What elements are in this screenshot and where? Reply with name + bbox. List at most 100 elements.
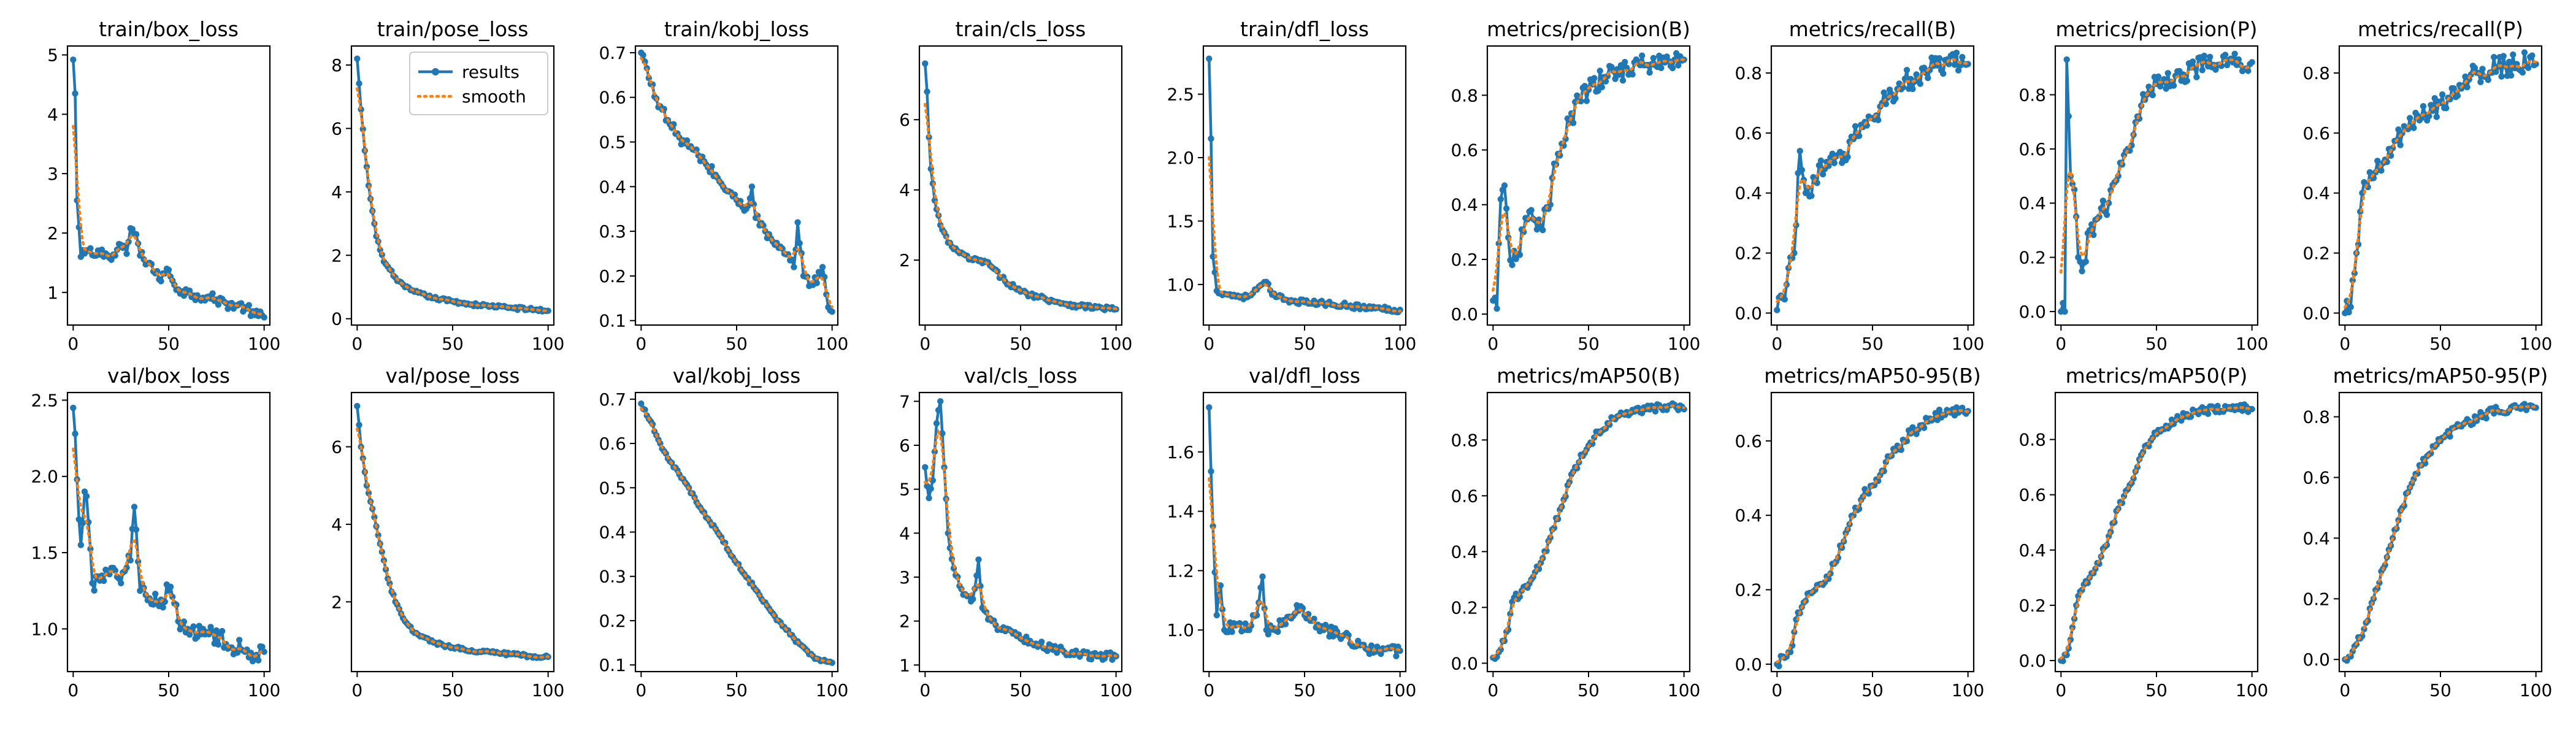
y-tick-label: 0.4 <box>599 523 626 543</box>
results-point <box>2483 415 2490 422</box>
results-point <box>123 250 130 257</box>
y-tick-label: 0.4 <box>2302 183 2330 204</box>
panel-title: val/dfl_loss <box>1249 364 1360 388</box>
x-tick-label: 100 <box>1952 334 1984 354</box>
results-point <box>236 637 243 643</box>
results-point <box>178 624 185 631</box>
panel-title: metrics/recall(P) <box>2358 17 2523 41</box>
results-point <box>931 448 938 455</box>
results-point <box>1265 631 1271 638</box>
y-tick-label: 0.2 <box>1735 580 1762 600</box>
results-point <box>1393 653 1400 659</box>
results-point <box>2525 64 2532 71</box>
results-point <box>922 60 929 67</box>
x-tick-label: 50 <box>1577 334 1600 354</box>
results-point <box>1023 634 1030 640</box>
x-tick-label: 0 <box>2339 680 2350 700</box>
results-point <box>1619 77 1627 84</box>
y-tick-label: 0.2 <box>599 266 626 286</box>
y-tick-label: 0.4 <box>599 177 626 197</box>
results-point <box>2508 72 2515 79</box>
results-point <box>973 572 980 579</box>
results-point <box>255 657 262 664</box>
panel-metrics-precision-b: metrics/precision(B) 0 50 100 0.0 0.2 0.4 0.6 0.… <box>1451 17 1700 354</box>
results-point <box>186 287 193 294</box>
y-tick-label: 0.1 <box>599 311 626 331</box>
y-tick-label: 0.2 <box>599 611 626 631</box>
x-tick-label: 0 <box>1771 334 1782 354</box>
panel-title: val/box_loss <box>107 364 230 388</box>
x-tick-label: 50 <box>1861 334 1884 354</box>
y-tick-label: 1.0 <box>1167 275 1194 295</box>
y-tick-label: 0.8 <box>1451 430 1478 450</box>
results-point <box>356 80 362 87</box>
results-point <box>1622 59 1628 66</box>
results-point <box>2231 50 2238 58</box>
results-point <box>354 402 361 410</box>
results-point <box>748 183 756 190</box>
x-tick-label: 100 <box>2520 334 2552 354</box>
results-point <box>1925 74 1931 82</box>
y-tick-label: 5 <box>47 45 58 66</box>
x-tick-label: 100 <box>1384 680 1416 700</box>
y-tick-label: 2.0 <box>1167 148 1194 168</box>
x-tick-label: 50 <box>1010 334 1032 354</box>
panel-train-box-loss: train/box_loss 0 50 100 1 2 3 4 5 <box>47 17 280 354</box>
y-tick-label: 4 <box>899 180 910 201</box>
results-point <box>1787 648 1794 656</box>
results-point <box>224 305 231 312</box>
smooth-line <box>1208 477 1401 652</box>
y-tick-label: 0.2 <box>1735 243 1762 264</box>
panel-val-kobj-loss: val/kobj_loss 0 50 100 0.1 0.2 0.3 0.4 0.5 0.6 0.7 <box>599 364 848 700</box>
panel-title: val/kobj_loss <box>673 364 801 388</box>
results-point <box>922 464 929 470</box>
x-tick-label: 0 <box>1203 334 1214 354</box>
panel-metrics-map50-b: metrics/mAP50(B) 0 50 100 0.0 0.2 0.4 0.6 0.8 <box>1451 364 1700 700</box>
x-tick-label: 0 <box>1203 680 1214 700</box>
results-point <box>2201 52 2207 59</box>
y-tick-label: 0.4 <box>1735 183 1762 204</box>
smooth-line <box>1776 409 1969 664</box>
results-point <box>1206 55 1213 62</box>
x-tick-label: 100 <box>1668 334 1700 354</box>
panel-title: train/dfl_loss <box>1240 17 1369 41</box>
x-tick-label: 100 <box>1384 334 1416 354</box>
results-point <box>2178 417 2185 424</box>
results-point <box>829 309 835 315</box>
results-point <box>2500 53 2507 59</box>
y-tick-label: 2 <box>899 250 910 270</box>
x-tick-label: 0 <box>635 680 646 700</box>
results-point <box>2447 433 2453 440</box>
results-point <box>1650 55 1657 61</box>
results-point <box>796 240 803 247</box>
x-tick-label: 0 <box>1771 680 1782 700</box>
results-point <box>1044 648 1051 654</box>
y-tick-label: 0.8 <box>2018 430 2046 450</box>
results-point <box>91 587 98 594</box>
results-point <box>683 137 691 144</box>
y-tick-label: 6 <box>331 437 342 457</box>
x-tick-label: 100 <box>532 334 564 354</box>
results-point <box>1953 49 1960 56</box>
results-point <box>794 219 801 226</box>
results-point <box>1903 67 1911 74</box>
results-point <box>354 55 361 62</box>
x-tick-label: 100 <box>816 680 848 700</box>
results-point <box>1275 628 1281 635</box>
results-point <box>1652 408 1659 415</box>
y-tick-label: 1.6 <box>1167 442 1194 462</box>
results-point <box>238 300 245 307</box>
results-point <box>186 631 193 638</box>
x-tick-label: 100 <box>532 680 564 700</box>
y-tick-label: 0.0 <box>2018 651 2046 671</box>
y-tick-label: 0.7 <box>599 43 626 63</box>
results-point <box>2155 73 2162 80</box>
results-point <box>2082 258 2089 265</box>
results-point <box>2387 152 2394 159</box>
y-tick-label: 0.6 <box>1451 140 1478 161</box>
y-tick-label: 0.0 <box>2018 302 2046 322</box>
y-tick-label: 0.6 <box>2302 123 2330 144</box>
results-point <box>1629 71 1636 78</box>
results-point <box>2079 267 2085 275</box>
x-tick-label: 50 <box>726 334 748 354</box>
